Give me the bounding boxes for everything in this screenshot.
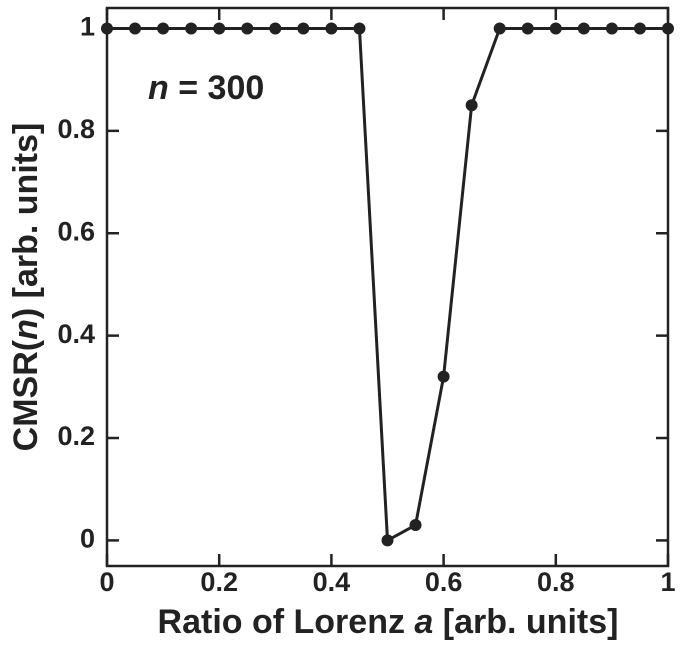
plot-frame xyxy=(105,6,670,568)
x-axis-label: Ratio of Lorenz a [arb. units] xyxy=(158,603,619,641)
y-tick-label: 0.2 xyxy=(57,421,95,451)
marker xyxy=(409,519,422,532)
marker xyxy=(549,22,562,35)
x-tick-label: 0 xyxy=(99,567,114,597)
marker xyxy=(577,22,590,35)
marker xyxy=(129,22,142,35)
annotation-part: = 300 xyxy=(169,69,264,107)
y-label-part: CMSR( xyxy=(7,339,45,451)
marker xyxy=(269,22,282,35)
marker xyxy=(185,22,198,35)
marker xyxy=(521,22,534,35)
y-tick-label: 0.8 xyxy=(57,114,95,144)
y-axis-label: CMSR(n) [arb. units] xyxy=(7,123,45,452)
marker xyxy=(213,22,226,35)
x-label-part: Ratio of Lorenz xyxy=(158,603,415,641)
y-tick-label: 0.6 xyxy=(57,216,95,246)
x-tick-label: 1 xyxy=(660,567,675,597)
marker xyxy=(662,22,674,35)
marker xyxy=(101,22,113,35)
y-tick-label: 0 xyxy=(80,524,95,554)
marker xyxy=(465,99,478,112)
y-label-part: ) [arb. units] xyxy=(7,123,45,319)
marker xyxy=(157,22,170,35)
marker xyxy=(297,22,310,35)
x-tick-label: 0.6 xyxy=(425,567,463,597)
y-label-part: n xyxy=(7,319,45,340)
marker xyxy=(353,22,366,35)
marker xyxy=(241,22,254,35)
x-label-part: [arb. units] xyxy=(433,603,618,641)
x-tick-label: 0.8 xyxy=(537,567,575,597)
marker xyxy=(605,22,618,35)
marker xyxy=(437,370,450,383)
marker xyxy=(633,22,646,35)
x-tick-label: 0.4 xyxy=(313,567,351,597)
y-tick-label: 0.4 xyxy=(57,319,95,349)
y-tick-label: 1 xyxy=(80,12,95,42)
x-tick-label: 0.2 xyxy=(200,567,238,597)
marker xyxy=(381,534,394,547)
annotation-part: n xyxy=(148,69,169,107)
annotation: n = 300 xyxy=(148,69,264,107)
x-label-part: a xyxy=(414,603,433,641)
marker xyxy=(493,22,506,35)
marker xyxy=(325,22,338,35)
